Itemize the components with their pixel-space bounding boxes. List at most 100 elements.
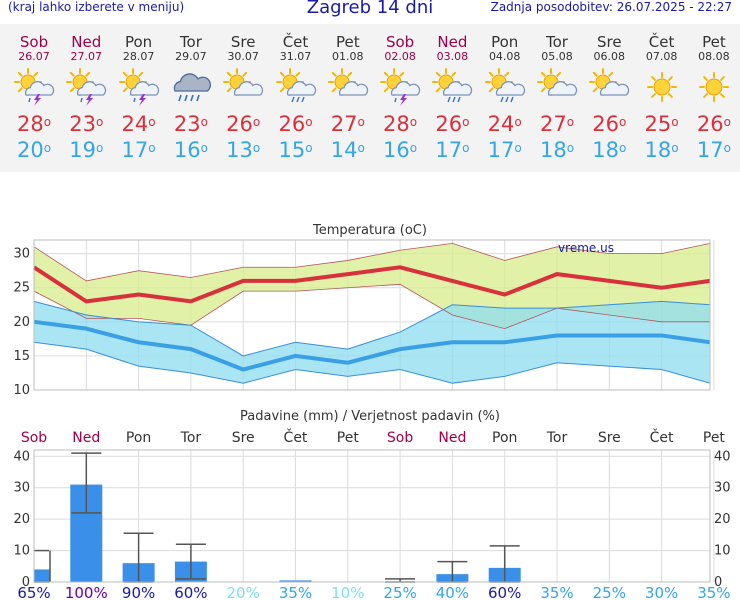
degree-mark: o (200, 141, 208, 155)
min-temperature: 16o (165, 137, 217, 163)
min-temperature-value: 18 (539, 138, 567, 162)
day-label: Pon (126, 430, 151, 446)
max-temperature: 26o (217, 111, 269, 137)
day-date: 04.08 (488, 50, 521, 63)
sun-cloud-icon (223, 68, 264, 96)
max-temperature-value: 23 (69, 112, 96, 136)
day-name: Pet (335, 33, 360, 51)
sun-cloud-lightning-icon (118, 68, 159, 106)
day-column: Pet 01.08 27o 14o (322, 24, 374, 163)
max-temperature-value: 26 (435, 112, 463, 136)
y-tick-label-right: 0 (714, 575, 722, 590)
degree-mark: o (462, 141, 470, 155)
day-column: Pon 04.08 24o 17o (479, 24, 531, 163)
weather-icon-holder (374, 67, 426, 107)
last-update: Zadnja posodobitev: 26.07.2025 - 22:27 (490, 0, 732, 14)
degree-mark: o (305, 115, 313, 129)
max-temperature: 23o (60, 111, 112, 137)
max-temperature-value: 28 (16, 112, 44, 136)
sun-cloud-lightning-icon (66, 68, 107, 106)
day-date: 28.07 (122, 50, 155, 63)
day-column: Čet 07.08 25o 18o (636, 24, 688, 163)
day-date: 08.08 (698, 50, 730, 63)
max-temperature: 26o (426, 111, 478, 137)
degree-mark: o (618, 141, 627, 155)
max-temperature: 26o (583, 111, 635, 137)
min-temperature: 17o (479, 137, 531, 163)
max-temperature: 27o (322, 111, 374, 137)
precipitation-probability: 10% (331, 584, 364, 600)
degree-mark: o (566, 141, 575, 155)
cloud-rain-icon (173, 73, 211, 102)
day-label: Pet (703, 430, 726, 446)
weather-icon-holder (322, 67, 374, 107)
y-tick-label: 30 (13, 481, 30, 496)
y-tick-label-right: 30 (714, 481, 731, 496)
weather-icon-holder (688, 67, 740, 107)
precipitation-probability: 35% (540, 584, 573, 600)
precipitation-probability: 65% (17, 584, 50, 600)
day-label: Sob (387, 430, 413, 446)
temperature-plot-frame (33, 239, 711, 391)
location-menu-note: (kraj lahko izberete v meniju) (8, 0, 185, 14)
min-temperature: 13o (217, 137, 269, 163)
sun-icon (698, 72, 729, 102)
min-temperature-value: 18 (644, 138, 672, 162)
day-date: 02.08 (384, 50, 416, 63)
day-date: 26.07 (18, 50, 50, 63)
min-temperature-value: 17 (435, 138, 463, 162)
min-lower-bound-line (33, 341, 711, 384)
day-column: Pon 28.07 24o 17o (113, 24, 165, 163)
day-date: 07.08 (645, 50, 678, 63)
day-name: Ned (437, 33, 468, 51)
day-column: Sob 26.07 28o 20o (8, 24, 60, 163)
min-temperature-value: 13 (226, 138, 253, 162)
day-column: Tor 05.08 27o 18o (531, 24, 583, 163)
max-temperature: 25o (636, 111, 688, 137)
weather-icon-holder (60, 67, 112, 107)
min-temperature-value: 19 (69, 138, 96, 162)
max-temperature-value: 26 (278, 112, 306, 136)
day-label: Sre (232, 430, 255, 446)
min-temperature: 15o (270, 137, 322, 163)
day-label: Čet (650, 428, 674, 446)
precipitation-probability: 60% (174, 584, 207, 600)
degree-mark: o (671, 141, 679, 155)
degree-mark: o (305, 141, 313, 155)
weather-icon-holder (479, 67, 531, 107)
precipitation-bar (34, 569, 50, 582)
precipitation-probability: 90% (122, 584, 155, 600)
min-temperature-value: 16 (383, 138, 410, 162)
max-temperature-value: 26 (592, 112, 619, 136)
day-name: Sre (230, 33, 256, 51)
degree-mark: o (409, 115, 418, 129)
temperature-chart-title: Temperatura (oC) (312, 223, 427, 238)
max-temperature-value: 28 (383, 112, 410, 136)
precipitation-error-bar (71, 452, 102, 514)
weather-icon-holder (165, 67, 217, 107)
precipitation-chart-title: Padavine (mm) / Verjetnost padavin (%) (240, 409, 500, 424)
day-name: Pon (124, 33, 153, 51)
min-temperature: 19o (60, 137, 112, 163)
min-temperature-band (34, 301, 710, 384)
max-temperature-value: 24 (121, 112, 149, 136)
degree-mark: o (357, 141, 365, 155)
day-name: Sob (19, 33, 49, 51)
day-name: Pet (702, 33, 726, 51)
degree-mark: o (566, 115, 575, 129)
sun-cloud-lightning-icon (380, 68, 421, 106)
max-temperature: 24o (113, 111, 165, 137)
y-tick-label: 30 (13, 247, 30, 262)
weather-icon-holder (531, 67, 583, 107)
degree-mark: o (252, 141, 261, 155)
degree-mark: o (148, 115, 156, 129)
degree-mark: o (618, 115, 627, 129)
precipitation-probability: 35% (279, 584, 312, 600)
top-bar: (kraj lahko izberete v meniju) Zagreb 14… (0, 0, 740, 22)
degree-mark: o (200, 115, 208, 129)
max-lower-bound-line (33, 283, 710, 330)
min-temperature: 18o (636, 137, 688, 163)
precipitation-probability: 60% (488, 584, 521, 600)
y-tick-label: 40 (13, 449, 30, 464)
sun-cloud-rain-icon (275, 68, 316, 103)
